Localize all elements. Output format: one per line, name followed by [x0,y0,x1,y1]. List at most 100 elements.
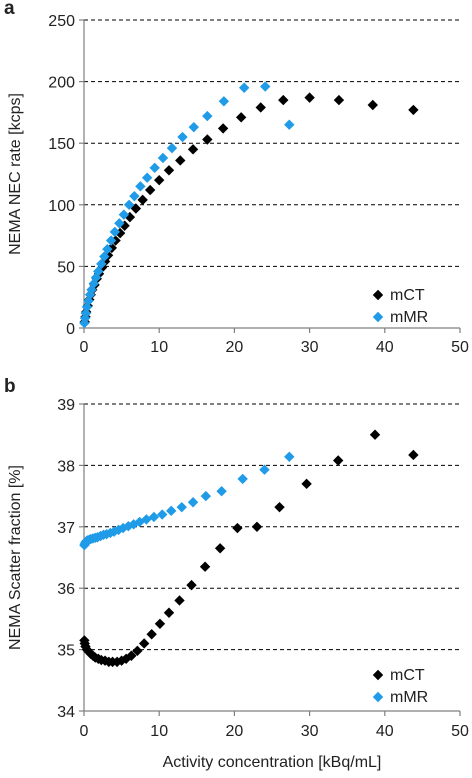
panel-letter: b [4,376,16,397]
data-point [163,607,175,618]
data-point [135,181,146,192]
data-point [114,218,125,229]
y-tick-label: 0 [66,321,75,338]
y-tick-label: 39 [57,397,75,414]
data-point [369,429,381,440]
y-tick-label: 100 [48,198,75,215]
data-point [218,96,230,107]
data-point [132,645,143,657]
data-point [93,266,104,277]
data-point [129,190,140,202]
data-point [232,522,243,534]
data-point [188,121,199,133]
y-axis-title: NEMA NEC rate [kcps] [7,93,24,255]
data-point [175,155,186,166]
y-tick-label: 150 [48,136,75,153]
data-point [332,455,344,466]
x-tick-label: 20 [226,723,244,740]
data-point [120,653,132,665]
x-tick-label: 40 [376,723,394,740]
y-tick-label: 250 [48,13,75,30]
data-point [134,516,145,528]
series-mMR [79,451,295,551]
x-tick-label: 0 [80,339,89,356]
data-point [154,174,165,186]
data-point [157,509,168,520]
legend-marker-mMR [372,311,384,323]
series-mCT [79,429,419,668]
data-point [174,595,185,606]
data-point [148,511,160,523]
data-point [116,655,127,666]
data-point [187,144,199,155]
data-point [251,521,263,532]
legend-label: mMR [390,689,428,706]
data-point [138,638,150,649]
data-point [186,579,197,591]
data-point [130,203,142,214]
data-point [301,478,312,490]
data-point [146,629,157,640]
data-point [200,490,212,502]
y-tick-label: 36 [57,581,75,598]
data-point [163,165,175,176]
data-point [304,92,315,103]
legend-marker-mCT [372,289,384,301]
data-point [199,561,211,572]
legend-label: mMR [390,309,428,326]
legend-marker-mMR [372,691,384,703]
data-point [166,505,177,517]
data-point [284,451,295,463]
data-point [102,243,113,255]
series-mMR [79,81,295,329]
x-tick-label: 30 [301,723,319,740]
x-tick-label: 30 [301,339,319,356]
data-point [238,82,250,93]
data-point [79,312,91,324]
data-point [278,94,289,106]
data-point [105,235,117,246]
data-point [216,485,227,497]
data-point [149,162,160,174]
x-axis-title: Activity concentration [kBq/mL] [163,754,382,771]
data-point [126,650,137,661]
x-tick-label: 0 [80,723,89,740]
y-tick-label: 35 [57,643,75,660]
data-point [118,209,130,220]
y-tick-label: 200 [48,75,75,92]
x-tick-label: 10 [150,339,168,356]
data-point [408,104,419,116]
data-point [187,497,199,508]
data-point [202,134,213,145]
y-tick-label: 37 [57,520,75,537]
data-point [109,226,121,238]
data-point [202,110,213,122]
data-point [137,194,148,206]
y-tick-label: 38 [57,458,75,475]
data-point [96,258,107,270]
data-point [176,501,187,513]
data-point [117,522,129,534]
panel-letter: a [4,0,15,19]
y-tick-label: 34 [57,704,75,721]
x-tick-label: 50 [451,723,469,740]
data-point [367,99,378,111]
data-point [237,473,248,485]
data-point [333,94,345,106]
data-point [154,618,166,630]
data-point [141,172,153,183]
data-point [123,199,135,210]
data-point [235,112,247,123]
y-axis-title: NEMA Scatter fraction [%] [7,465,24,650]
data-point [166,142,178,154]
legend-label: mCT [390,287,425,304]
x-tick-label: 40 [376,339,394,356]
data-point [144,184,156,196]
x-tick-label: 10 [150,723,168,740]
panel-a: a 0 50 100 150 200 250 0 10 20 30 40 50 NEMA NEC rate… [4,0,469,356]
series-mCT [79,92,419,328]
data-point [157,152,169,164]
panel-b: b 34 35 36 37 38 39 0 10 20 30 40 50 NEMA Scatter fra… [4,376,469,771]
x-tick-label: 20 [226,339,244,356]
